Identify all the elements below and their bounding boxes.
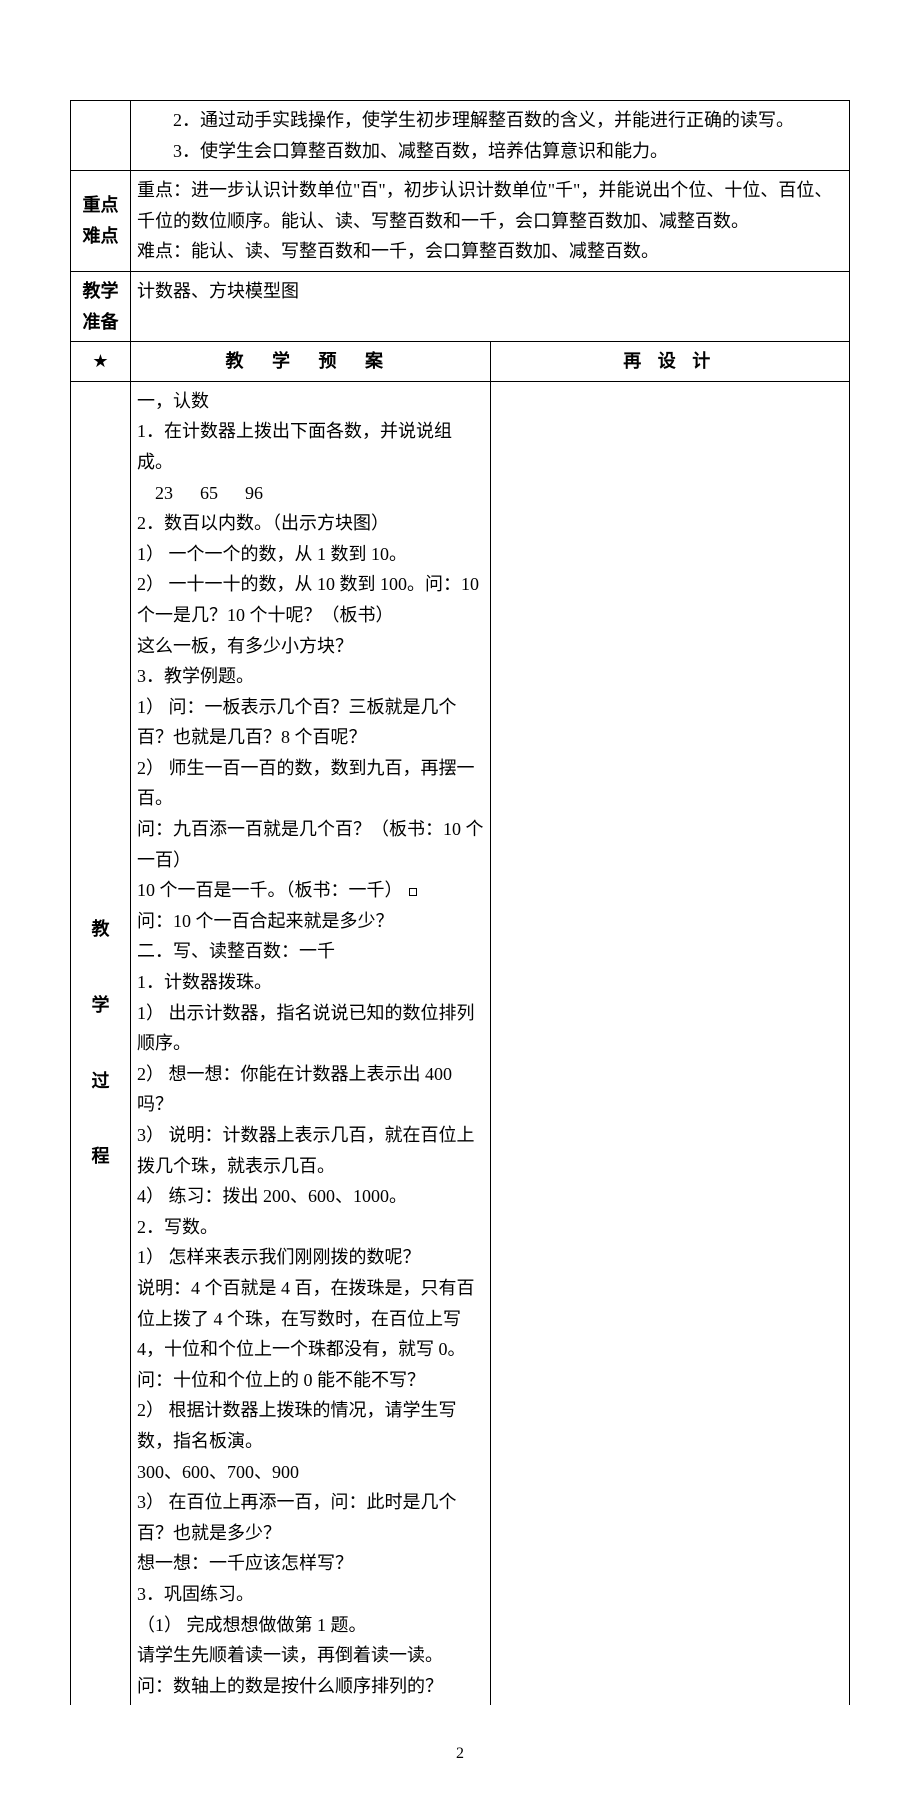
redesign-header-cell: 再 设 计 bbox=[490, 342, 850, 382]
line-20: 2．写数。 bbox=[137, 1212, 484, 1243]
line-31: 问：数轴上的数是按什么顺序排列的？ bbox=[137, 1671, 484, 1702]
goal-3: 3．使学生会口算整百数加、减整百数，培养估算意识和能力。 bbox=[137, 136, 843, 167]
line-22: 说明：4 个百就是 4 百，在拨珠是，只有百位上拨了 4 个珠，在写数时，在百位… bbox=[137, 1273, 484, 1365]
keypoints-content: 重点：进一步认识计数单位"百"，初步认识计数单位"千"，并能说出个位、十位、百位… bbox=[131, 171, 850, 272]
page-number: 2 bbox=[70, 1745, 850, 1763]
prep-content: 计数器、方块模型图 bbox=[131, 271, 850, 341]
goals-label-cell bbox=[71, 101, 131, 171]
line-11: 问：九百添一百就是几个百？（板书：10 个一百） bbox=[137, 814, 484, 875]
prep-label: 教学准备 bbox=[71, 271, 131, 341]
line-27: 想一想：一千应该怎样写？ bbox=[137, 1548, 484, 1579]
line-29: （1） 完成想想做做第 1 题。 bbox=[137, 1610, 484, 1641]
line-18: 3） 说明：计数器上表示几百，就在百位上拨几个珠，就表示几百。 bbox=[137, 1120, 484, 1181]
prep-text: 计数器、方块模型图 bbox=[137, 276, 843, 307]
keypoints-row: 重点难点 重点：进一步认识计数单位"百"，初步认识计数单位"千"，并能说出个位、… bbox=[71, 171, 850, 272]
line-16: 1） 出示计数器，指名说说已知的数位排列顺序。 bbox=[137, 998, 484, 1059]
line-1: 一，认数 bbox=[137, 386, 484, 417]
line-15: 1．计数器拨珠。 bbox=[137, 967, 484, 998]
proc-char-3: 过 bbox=[77, 1044, 124, 1120]
prep-row: 教学准备 计数器、方块模型图 bbox=[71, 271, 850, 341]
star-cell: ★ bbox=[71, 342, 131, 382]
line-5: 1） 一个一个的数，从 1 数到 10。 bbox=[137, 539, 484, 570]
star-symbol: ★ bbox=[92, 351, 108, 371]
proc-char-2: 学 bbox=[77, 968, 124, 1044]
line-25: 300、600、700、900 bbox=[137, 1457, 484, 1488]
line-17: 2） 想一想：你能在计数器上表示出 400 吗？ bbox=[137, 1059, 484, 1120]
goals-content-cell: 2．通过动手实践操作，使学生初步理解整百数的含义，并能进行正确的读写。 3．使学… bbox=[131, 101, 850, 171]
keypoint-1: 重点：进一步认识计数单位"百"，初步认识计数单位"千"，并能说出个位、十位、百位… bbox=[137, 175, 843, 236]
line-21: 1） 怎样来表示我们刚刚拨的数呢？ bbox=[137, 1242, 484, 1273]
prep-label-text: 教学准备 bbox=[83, 281, 119, 332]
goal-2: 2．通过动手实践操作，使学生初步理解整百数的含义，并能进行正确的读写。 bbox=[137, 105, 843, 136]
proc-label-cell: 教 学 过 程 bbox=[71, 381, 131, 1705]
line-6: 2） 一十一十的数，从 10 数到 100。问：10 个一是几？10 个十呢？（… bbox=[137, 569, 484, 630]
page-container: 2．通过动手实践操作，使学生初步理解整百数的含义，并能进行正确的读写。 3．使学… bbox=[0, 0, 920, 1803]
keypoints-label-text: 重点难点 bbox=[83, 195, 119, 246]
plan-header-row: ★ 教 学 预 案 再 设 计 bbox=[71, 342, 850, 382]
dot-marker-icon bbox=[409, 888, 417, 896]
line-8: 3．教学例题。 bbox=[137, 661, 484, 692]
keypoints-label: 重点难点 bbox=[71, 171, 131, 272]
line-9: 1） 问：一板表示几个百？三板就是几个百？也就是几百？8 个百呢？ bbox=[137, 692, 484, 753]
line-10: 2） 师生一百一百的数，数到九百，再摆一百。 bbox=[137, 753, 484, 814]
plan-title: 教 学 预 案 bbox=[226, 351, 396, 371]
proc-char-4: 程 bbox=[77, 1119, 124, 1195]
line-26: 3） 在百位上再添一百，问：此时是几个百？也就是多少？ bbox=[137, 1487, 484, 1548]
line-7: 这么一板，有多少小方块？ bbox=[137, 631, 484, 662]
line-12: 10 个一百是一千。（板书：一千） bbox=[137, 875, 484, 906]
redesign-content-cell bbox=[490, 381, 850, 1705]
proc-char-1: 教 bbox=[77, 892, 124, 968]
line-30: 请学生先顺着读一读，再倒着读一读。 bbox=[137, 1640, 484, 1671]
line-24: 2） 根据计数器上拨珠的情况，请学生写数，指名板演。 bbox=[137, 1395, 484, 1456]
line-19: 4） 练习：拨出 200、600、1000。 bbox=[137, 1181, 484, 1212]
lesson-table: 2．通过动手实践操作，使学生初步理解整百数的含义，并能进行正确的读写。 3．使学… bbox=[70, 100, 850, 1705]
line-28: 3．巩固练习。 bbox=[137, 1579, 484, 1610]
main-content-cell: 一，认数 1．在计数器上拨出下面各数，并说说组成。 23 65 96 2．数百以… bbox=[131, 381, 491, 1705]
content-row: 教 学 过 程 一，认数 1．在计数器上拨出下面各数，并说说组成。 23 65 … bbox=[71, 381, 850, 1705]
line-13: 问：10 个一百合起来就是多少？ bbox=[137, 906, 484, 937]
line-3: 23 65 96 bbox=[137, 478, 484, 509]
keypoint-2: 难点：能认、读、写整百数和一千，会口算整百数加、减整百数。 bbox=[137, 236, 843, 267]
goals-row: 2．通过动手实践操作，使学生初步理解整百数的含义，并能进行正确的读写。 3．使学… bbox=[71, 101, 850, 171]
line-14: 二．写、读整百数：一千 bbox=[137, 936, 484, 967]
line-23: 问：十位和个位上的 0 能不能不写？ bbox=[137, 1365, 484, 1396]
line-4: 2．数百以内数。（出示方块图） bbox=[137, 508, 484, 539]
plan-title-cell: 教 学 预 案 bbox=[131, 342, 491, 382]
line-2: 1．在计数器上拨出下面各数，并说说组成。 bbox=[137, 416, 484, 477]
proc-label: 教 学 过 程 bbox=[77, 892, 124, 1194]
line-12-text: 10 个一百是一千。（板书：一千） bbox=[137, 880, 403, 900]
redesign-header: 再 设 计 bbox=[623, 351, 716, 371]
